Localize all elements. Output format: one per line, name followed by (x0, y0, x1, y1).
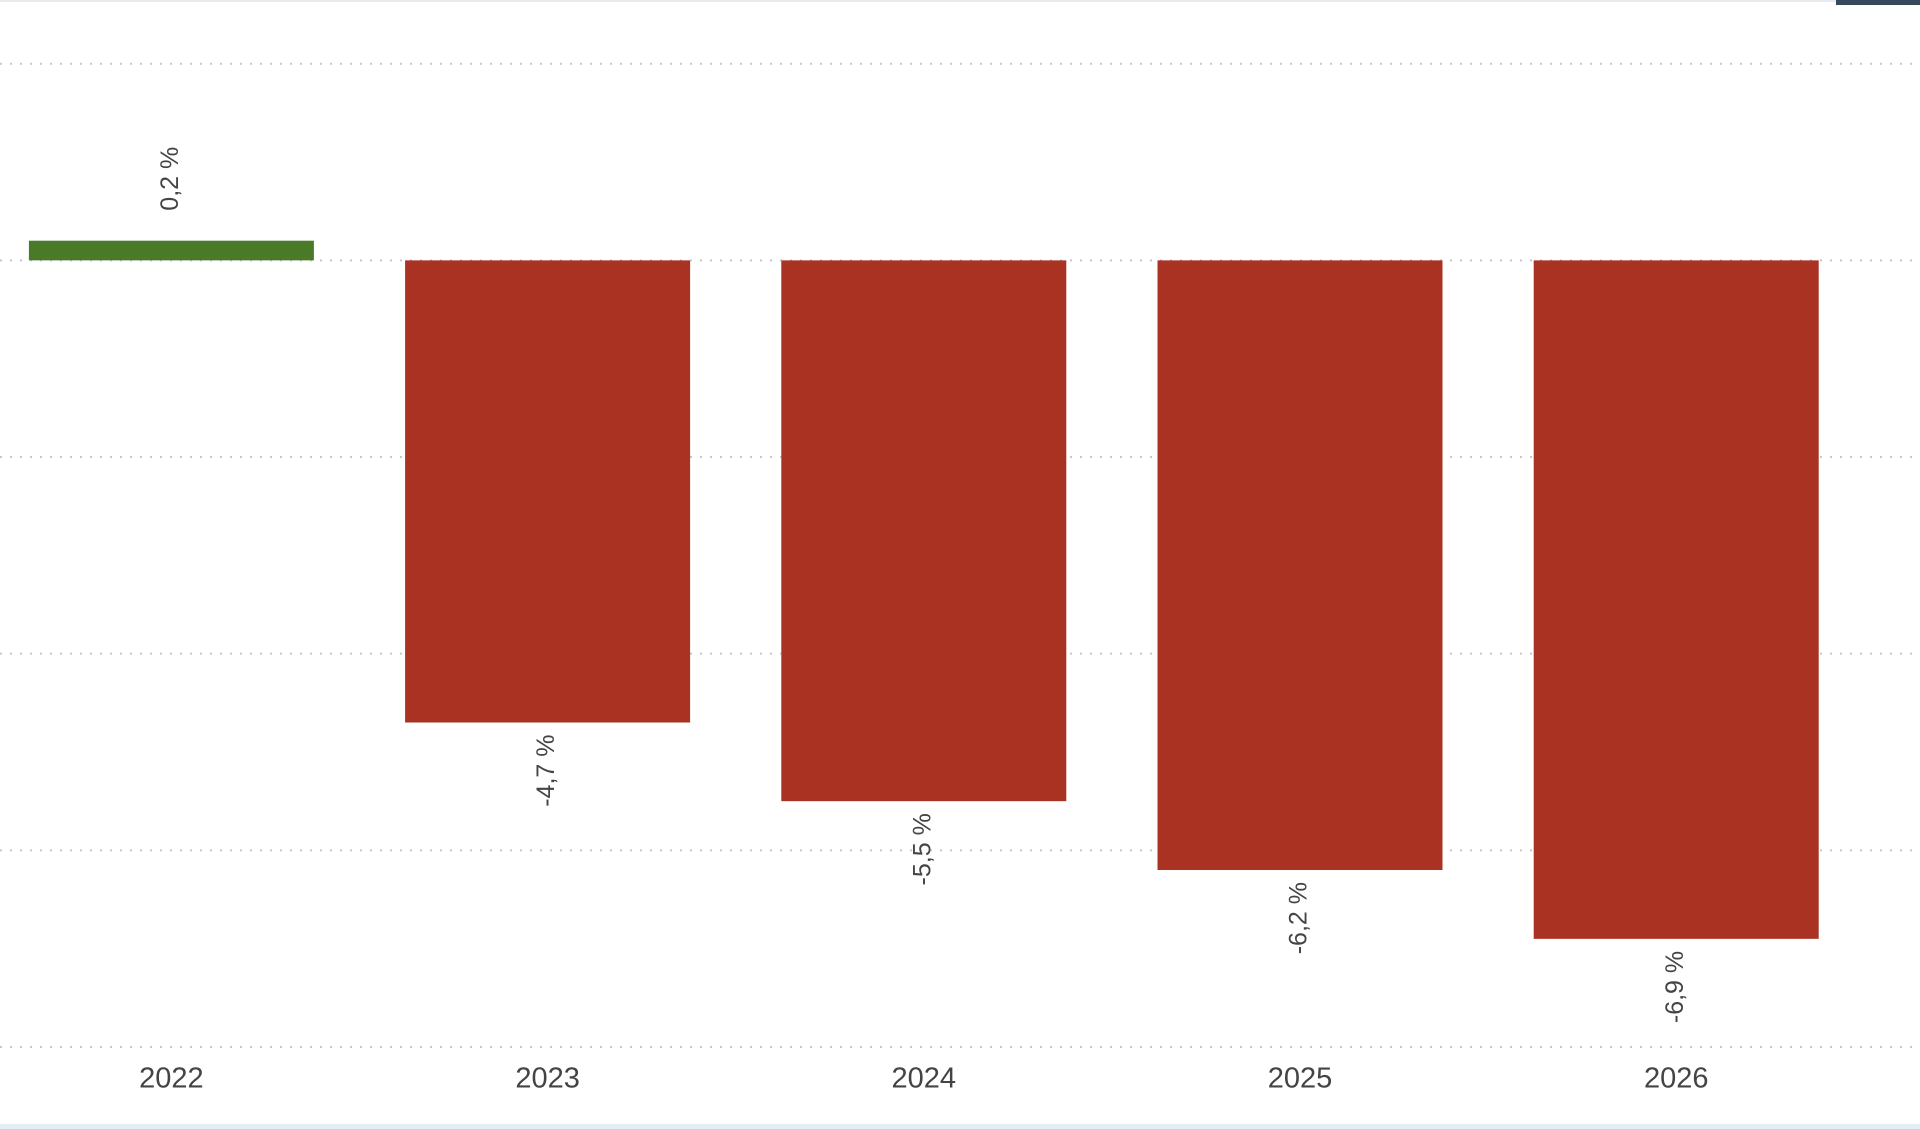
value-label: -5,5 % (908, 813, 936, 885)
bar (1157, 260, 1443, 871)
x-tick-label: 2024 (892, 1063, 957, 1095)
x-tick-label: 2025 (1268, 1063, 1333, 1095)
bars: 2022 0,2 % 2023 -4,7 % 2024 -5,5 % 2025 -6,2 % 2… (28, 147, 1819, 1095)
value-label: -4,7 % (532, 735, 560, 807)
bottom-border (0, 1124, 1920, 1129)
bar (28, 240, 314, 261)
top-border (0, 0, 1920, 2)
x-tick-label: 2023 (515, 1063, 580, 1095)
value-label: -6,2 % (1285, 882, 1313, 954)
x-tick-label: 2026 (1644, 1063, 1709, 1095)
x-tick-label: 2022 (139, 1063, 204, 1095)
bar (1533, 260, 1819, 939)
bar (781, 260, 1067, 802)
value-label: 0,2 % (156, 147, 184, 211)
corner-tab (1836, 0, 1920, 5)
value-label: -6,9 % (1661, 951, 1689, 1023)
bar (405, 260, 691, 723)
